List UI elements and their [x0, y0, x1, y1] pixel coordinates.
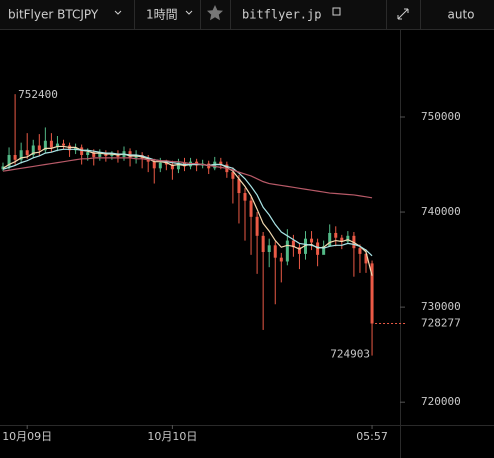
candle-body: [285, 240, 289, 262]
y-tick-label: 740000: [421, 205, 461, 218]
candle-body: [110, 154, 114, 156]
moving-average: [2, 157, 373, 199]
candle-body: [219, 161, 223, 165]
scale-button[interactable]: auto: [447, 8, 474, 22]
candle-body: [237, 178, 241, 194]
candle-body: [31, 145, 35, 156]
candle-body: [176, 162, 180, 170]
candle-body: [158, 162, 162, 169]
candle-body: [164, 162, 168, 165]
x-tick-label: 05:57: [356, 430, 388, 443]
x-tick-label: 10月10日: [147, 430, 197, 443]
candle-body: [243, 193, 247, 201]
candle-body: [273, 245, 277, 258]
candle-body: [328, 232, 332, 247]
candle-body: [62, 143, 65, 146]
candle-body: [19, 150, 23, 160]
site-text: bitflyer.jp: [242, 8, 321, 22]
y-tick-label: 730000: [421, 300, 461, 313]
candle-body: [340, 237, 344, 242]
candle-body: [346, 235, 350, 242]
site-link[interactable]: bitflyer.jp: [242, 7, 341, 22]
candle-body: [13, 155, 17, 160]
dropdown-icon: [114, 10, 122, 15]
candle-body: [86, 152, 90, 156]
interval-text: 1時間: [146, 8, 178, 22]
candle-body: [37, 145, 41, 151]
candle-body: [49, 140, 53, 148]
candle-body: [310, 238, 314, 243]
candle-body: [322, 246, 326, 255]
symbol-button[interactable]: bitFlyer BTCJPY: [8, 8, 122, 22]
toolbar-bg: [0, 0, 494, 29]
candle-body: [98, 153, 102, 157]
y-tick-label: 750000: [421, 110, 461, 123]
candle-body: [261, 235, 265, 252]
candle-body: [370, 263, 374, 324]
candle-body: [279, 257, 283, 262]
candle-body: [255, 216, 259, 236]
last-price-label: 728277: [421, 316, 461, 329]
candle-body: [291, 240, 295, 248]
candle-body: [304, 238, 307, 254]
high-label: 752400: [18, 88, 58, 101]
candle-body: [297, 247, 301, 254]
candle-body: [43, 140, 47, 151]
dropdown-icon: [185, 10, 193, 15]
candle-body: [267, 245, 271, 252]
candle-body: [7, 155, 11, 167]
candle-body: [249, 200, 253, 217]
candle-body: [80, 147, 84, 156]
fullscreen-icon[interactable]: [397, 8, 409, 20]
candle-body: [364, 253, 368, 264]
candle-body: [231, 172, 235, 179]
interval-button[interactable]: 1時間: [146, 8, 193, 22]
candle-body: [358, 248, 362, 254]
favorite-star[interactable]: [207, 5, 223, 21]
toolbar: bitFlyer BTCJPY 1時間 bitflyer.jp auto: [0, 0, 494, 30]
low-label: 724903: [330, 348, 370, 361]
candle-body: [334, 232, 338, 238]
candle-body: [25, 150, 29, 156]
external-icon: [332, 7, 341, 16]
moving-average: [2, 148, 373, 257]
x-tick-label: 10月09日: [2, 430, 52, 443]
candle-body: [152, 161, 156, 169]
candle-body: [92, 152, 96, 157]
y-tick-label: 720000: [421, 395, 461, 408]
candle-body: [55, 143, 59, 148]
symbol-text: bitFlyer BTCJPY: [8, 8, 99, 22]
candle-body: [170, 164, 174, 170]
